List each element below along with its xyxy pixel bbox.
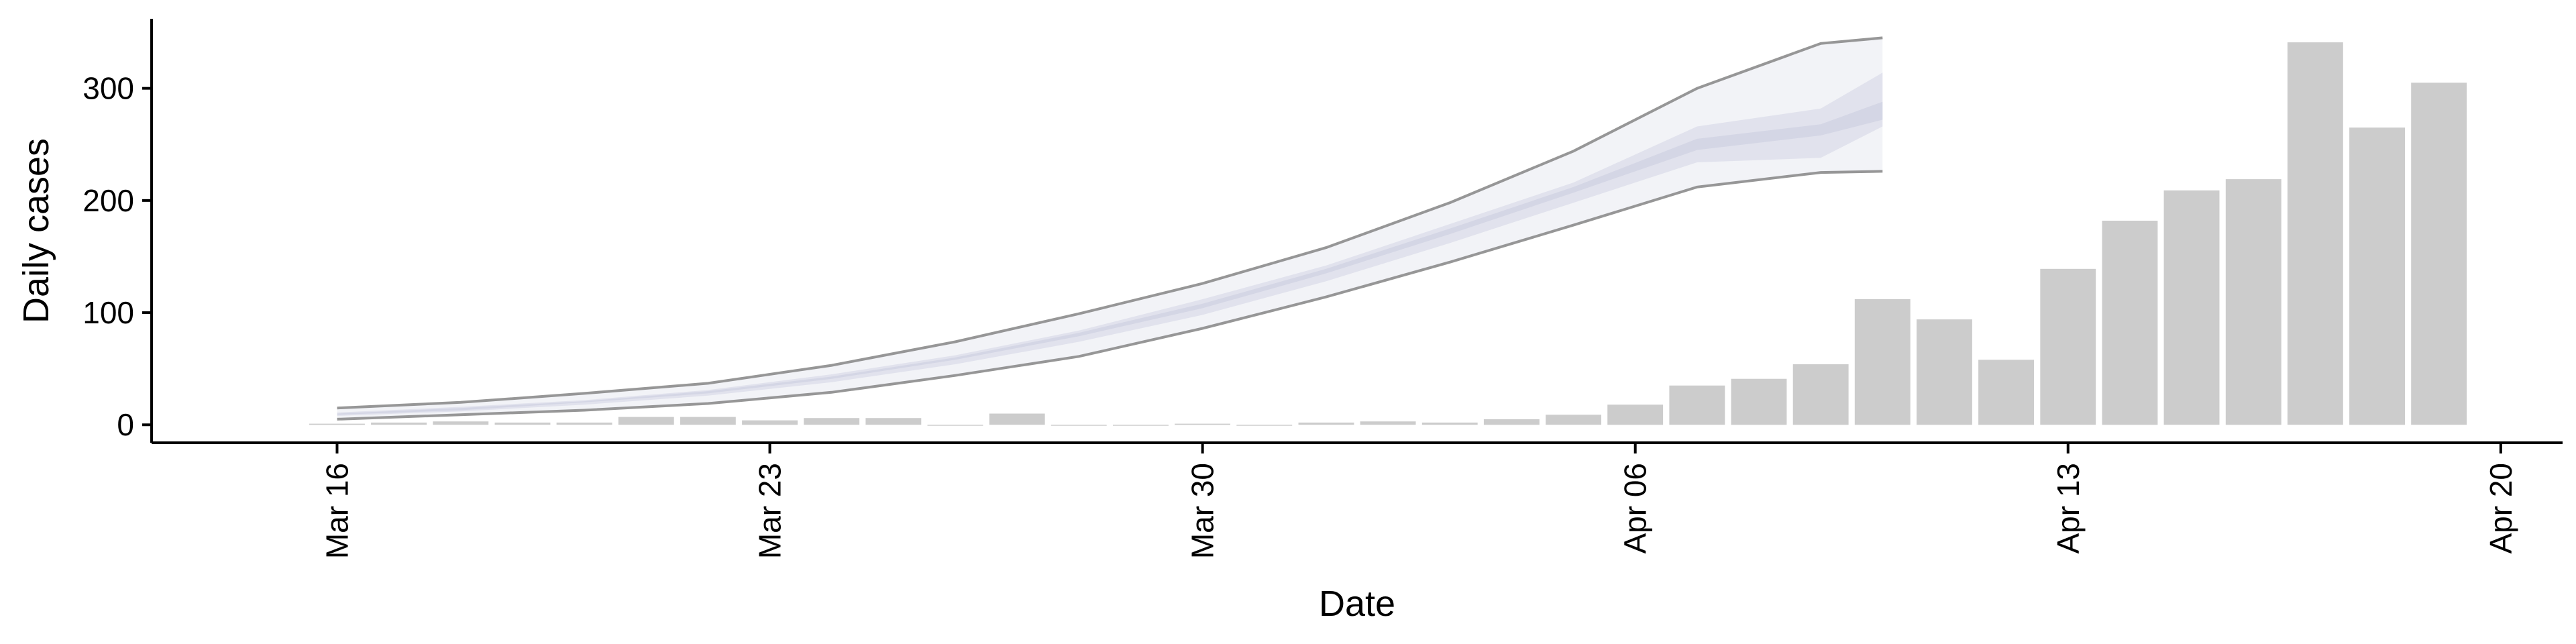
x-tick-label: Mar 16 [319,463,354,559]
bar-2020-04-19 [2411,83,2467,425]
bar-2020-03-25 [865,418,922,425]
bar-2020-03-16 [309,423,365,425]
bar-2020-04-11 [1917,319,1972,425]
bar-2020-04-09 [1792,364,1849,425]
bar-2020-04-08 [1731,378,1787,425]
y-tick-label: 300 [83,71,134,106]
bar-2020-03-17 [371,422,427,425]
bar-2020-04-16 [2225,179,2282,425]
y-axis-title: Daily cases [16,138,56,323]
bar-2020-03-30 [1175,423,1230,425]
bar-2020-03-22 [680,417,736,425]
x-tick-label: Apr 06 [1618,463,1653,554]
forecast-bands [337,38,1883,419]
forecast-upper-line [337,36,1883,410]
x-axis: Mar 16 Mar 23 Mar 30 Apr 06 Apr 13 Apr 20 [152,441,2563,559]
bar-2020-04-02 [1360,421,1416,425]
bar-2020-03-29 [1113,425,1169,426]
bar-2020-03-18 [433,421,489,425]
y-tick-label: 0 [117,407,134,442]
x-tick-label: Mar 30 [1185,463,1220,559]
bar-2020-04-05 [1546,415,1601,425]
x-axis-title: Date [1319,584,1395,624]
bars-group [309,42,2467,426]
y-tick-label: 100 [83,295,134,330]
bar-2020-03-20 [556,422,612,425]
bar-2020-04-06 [1607,405,1664,425]
x-tick-label: Mar 23 [753,463,788,559]
bar-2020-04-03 [1421,422,1478,425]
bar-2020-03-26 [927,425,983,426]
bar-2020-03-19 [494,422,551,425]
bar-2020-03-28 [1051,425,1107,426]
bar-2020-04-01 [1298,422,1354,425]
bar-2020-04-07 [1669,385,1725,425]
bar-2020-03-23 [742,420,798,425]
forecast-lines [337,36,1883,421]
bar-2020-03-24 [804,418,860,425]
y-axis: 0 100 200 300 [83,19,153,443]
bar-2020-04-13 [2040,268,2096,425]
y-tick-label: 200 [83,183,134,218]
bar-2020-04-14 [2102,221,2158,425]
bar-2020-04-17 [2287,42,2343,425]
bar-2020-04-10 [1854,299,1911,425]
bar-2020-04-04 [1483,419,1540,425]
forecast-band-95 [337,38,1883,419]
bar-2020-04-18 [2349,127,2405,425]
bar-2020-04-12 [1978,360,2034,425]
bar-2020-03-27 [989,413,1045,425]
bar-2020-03-31 [1236,425,1293,426]
bar-2020-03-21 [618,417,674,425]
bar-2020-04-15 [2163,190,2220,425]
x-tick-label: Apr 13 [2051,463,2086,554]
x-tick-label: Apr 20 [2483,463,2518,554]
forecast-lower-line [337,170,1883,421]
